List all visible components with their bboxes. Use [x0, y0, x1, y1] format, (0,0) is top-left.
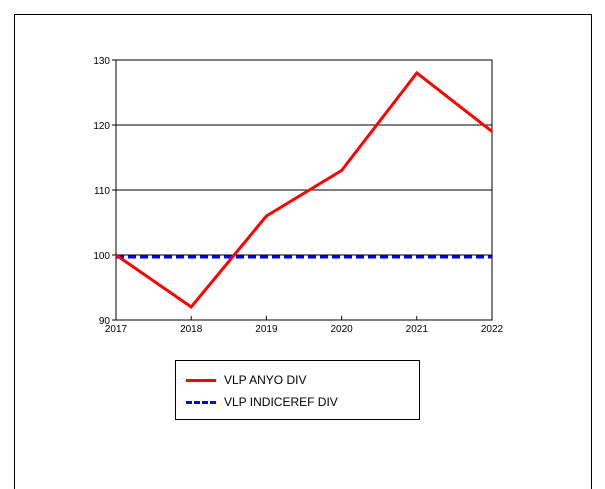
- y-tick-label: 100: [93, 251, 110, 262]
- y-tick-label: 120: [93, 121, 110, 132]
- x-axis: 2017 2018 2019 2020 2021 2022: [105, 316, 504, 335]
- legend-label: VLP ANYO DIV: [224, 373, 307, 387]
- y-tick-label: 110: [94, 186, 110, 197]
- y-tick-label: 130: [93, 56, 110, 67]
- legend-swatch-blue-dashed-line: [186, 400, 216, 404]
- grid-lines: [116, 59, 492, 321]
- x-tick-label: 2022: [481, 324, 504, 335]
- x-tick-label: 2017: [105, 324, 128, 335]
- x-tick-label: 2020: [330, 324, 353, 335]
- x-tick-label: 2021: [406, 324, 429, 335]
- legend: VLP ANYO DIV VLP INDICEREF DIV: [175, 360, 420, 420]
- legend-swatch-red-line: [186, 378, 216, 382]
- x-tick-label: 2018: [180, 324, 203, 335]
- y-tick-label: 90: [99, 316, 111, 327]
- series-line-vlp-anyo-div: [115, 70, 493, 310]
- series-lines: [115, 70, 493, 310]
- x-tick-label: 2019: [255, 324, 278, 335]
- legend-label: VLP INDICEREF DIV: [224, 395, 338, 409]
- legend-item-vlp-indiceref-div: VLP INDICEREF DIV: [186, 394, 338, 410]
- y-axis: 90 100 110 120 130: [93, 56, 116, 327]
- legend-item-vlp-anyo-div: VLP ANYO DIV: [186, 372, 306, 388]
